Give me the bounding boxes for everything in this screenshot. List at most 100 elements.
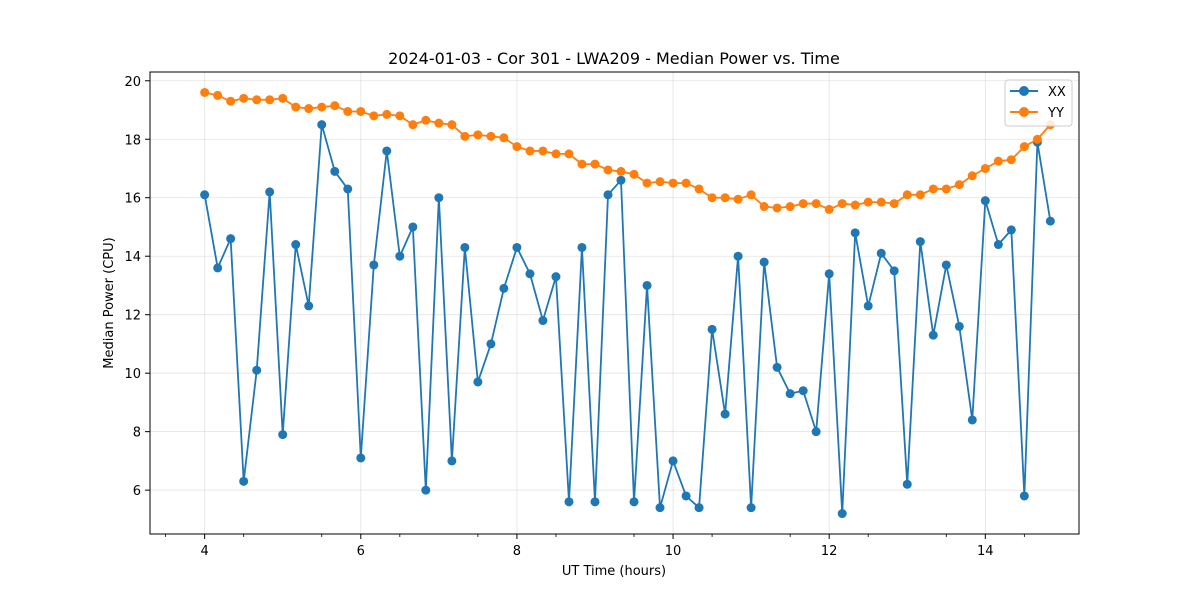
data-point-yy [733,194,743,204]
data-point-xx [850,228,860,238]
data-point-xx [278,430,288,440]
data-point-yy [876,197,886,207]
data-point-xx [642,280,652,290]
data-point-yy [252,95,262,105]
data-point-yy [655,177,665,187]
data-point-yy [889,199,899,209]
data-point-xx [733,251,743,261]
data-point-yy [837,199,847,209]
data-point-yy [382,109,392,119]
plot-area-frame [149,71,1080,535]
data-point-yy [551,149,561,159]
data-point-xx [200,190,210,200]
data-point-yy [304,104,314,114]
data-point-yy [746,190,756,200]
data-point-yy [265,95,275,105]
data-point-xx [616,175,626,185]
data-point-xx [707,324,717,334]
y-tick-label: 8 [133,426,141,441]
data-point-yy [681,178,691,188]
data-point-xx [564,497,574,507]
y-axis: 6 8 10 12 14 16 18 20 [124,75,150,499]
x-tick-label: 6 [357,544,365,559]
data-point-xx [824,269,834,279]
data-point-yy [486,131,496,141]
data-point-yy [772,203,782,213]
legend-item-xx: XX [1010,85,1066,100]
data-point-yy [200,87,210,97]
series-layer [200,87,1055,519]
data-point-yy [239,93,249,103]
data-point-xx [915,237,925,247]
data-point-xx [356,453,366,463]
data-point-xx [447,456,457,466]
x-tick-label: 10 [665,544,682,559]
data-point-yy [850,200,860,210]
legend-label-xx: XX [1048,85,1066,100]
data-point-yy [980,163,990,173]
data-point-yy [824,204,834,214]
data-point-xx [252,365,262,375]
data-point-yy [226,96,236,106]
data-point-yy [291,102,301,112]
data-point-yy [538,146,548,156]
data-point-yy [525,146,535,156]
data-point-xx [473,377,483,387]
data-point-xx [434,193,444,203]
data-point-yy [863,197,873,207]
data-point-xx [993,240,1003,250]
data-point-yy [330,101,340,111]
data-point-xx [382,146,392,156]
data-point-xx [720,409,730,419]
data-point-yy [603,165,613,175]
data-point-xx [291,240,301,250]
data-point-xx [746,503,756,513]
data-point-xx [213,263,223,273]
y-tick-label: 12 [124,309,141,324]
data-point-yy [343,106,353,116]
data-point-xx [629,497,639,507]
x-tick-label: 12 [821,544,838,559]
x-tick-label: 8 [513,544,521,559]
data-point-yy [1032,134,1042,144]
data-point-yy [811,199,821,209]
data-point-xx [421,485,431,495]
x-axis: 4 6 8 10 12 14 [165,534,1025,559]
data-point-yy [928,184,938,194]
data-point-xx [603,190,613,200]
data-point-xx [655,503,665,513]
data-point-yy [395,111,405,121]
y-tick-label: 16 [124,192,141,207]
series-yy [200,87,1055,214]
data-point-xx [408,222,418,232]
data-point-xx [330,166,340,176]
data-point-xx [694,503,704,513]
data-point-xx [551,272,561,282]
y-tick-label: 18 [124,133,141,148]
x-tick-label: 4 [201,544,209,559]
data-point-yy [213,90,223,100]
data-point-xx [941,260,951,270]
y-tick-label: 6 [133,484,141,499]
x-tick-label: 14 [977,544,994,559]
chart-title: 2024-01-03 - Cor 301 - LWA209 - Median P… [388,49,840,68]
data-point-xx [668,456,678,466]
series-xx [200,120,1055,519]
data-point-xx [239,476,249,486]
data-point-yy [993,156,1003,166]
data-point-xx [967,415,977,425]
data-point-yy [616,166,626,176]
data-point-yy [473,130,483,140]
data-point-xx [317,120,327,130]
data-point-yy [941,184,951,194]
data-point-yy [590,159,600,169]
data-point-xx [395,251,405,261]
data-point-xx [772,362,782,372]
data-point-yy [798,199,808,209]
data-point-xx [863,301,873,311]
data-point-yy [668,178,678,188]
data-point-xx [512,242,522,252]
data-point-yy [1019,142,1029,152]
